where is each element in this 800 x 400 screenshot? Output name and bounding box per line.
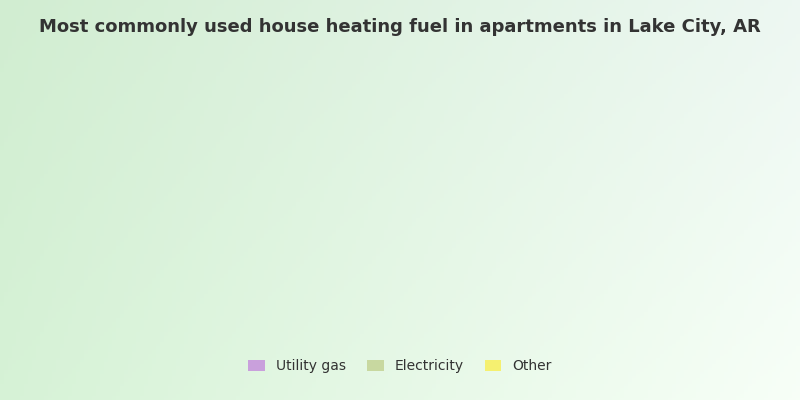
Text: Most commonly used house heating fuel in apartments in Lake City, AR: Most commonly used house heating fuel in… (39, 18, 761, 36)
Wedge shape (545, 301, 650, 332)
Wedge shape (445, 95, 648, 314)
Legend: Utility gas, Electricity, Other: Utility gas, Electricity, Other (242, 354, 558, 378)
Wedge shape (150, 82, 477, 332)
Text: City-Data.com: City-Data.com (496, 125, 581, 138)
